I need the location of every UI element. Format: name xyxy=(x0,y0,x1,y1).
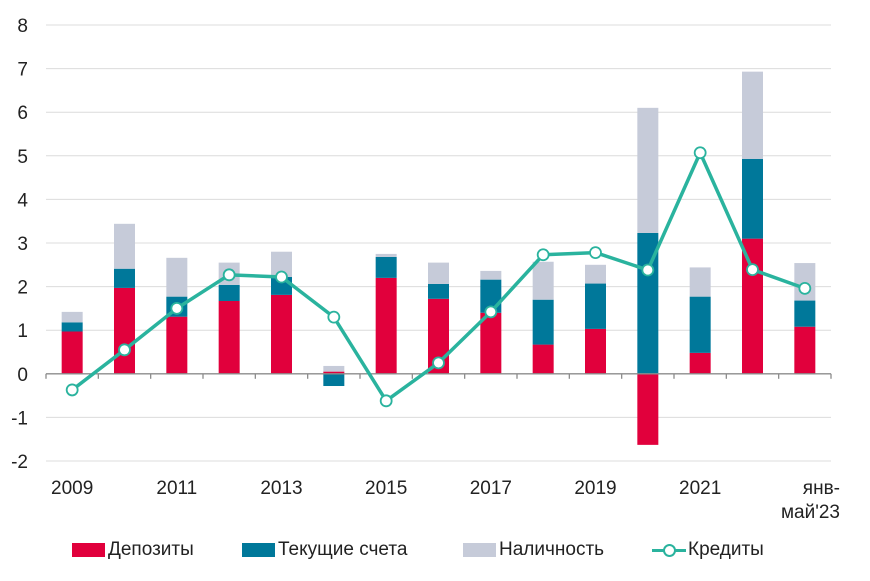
legend-label-loans: Кредиты xyxy=(688,539,764,560)
x-axis xyxy=(45,373,832,379)
x-tick-label: 2009 xyxy=(51,478,93,499)
bars xyxy=(61,71,816,445)
bar-cash xyxy=(532,261,554,300)
bar-current-accounts xyxy=(428,283,449,299)
bar-deposits xyxy=(689,352,711,374)
legend-item-current-accounts: Текущие счета xyxy=(242,539,407,561)
bar-deposits xyxy=(61,331,83,374)
y-tick-label: 4 xyxy=(17,190,28,211)
x-tick-label: 2013 xyxy=(260,478,302,499)
loans-point xyxy=(536,248,550,262)
bar-deposits xyxy=(532,344,554,374)
bar-cash xyxy=(375,253,397,257)
x-tick-label: янв- xyxy=(803,478,840,499)
loans-line xyxy=(65,146,812,408)
loans-point xyxy=(222,268,236,282)
bar-deposits xyxy=(114,287,135,374)
bar-cash xyxy=(637,107,659,233)
bar-cash xyxy=(480,270,502,280)
x-tick-label: май'23 xyxy=(781,502,840,523)
bar-current-accounts xyxy=(585,283,606,329)
y-tick-label: 6 xyxy=(17,103,28,124)
gridlines xyxy=(46,24,831,462)
x-tick-label: 2019 xyxy=(574,478,616,499)
y-tick-label: -1 xyxy=(11,408,28,429)
bar-cash xyxy=(61,311,83,323)
x-tick-label: 2021 xyxy=(679,478,721,499)
bar-deposits xyxy=(585,328,606,374)
bar-current-accounts xyxy=(794,300,816,327)
bar-deposits xyxy=(271,294,292,374)
legend-swatch-deposits xyxy=(72,543,105,557)
bar-current-accounts xyxy=(218,284,240,301)
loans-point xyxy=(641,263,655,277)
legend: Депозиты Текущие счета Наличность Кредит… xyxy=(0,536,870,564)
legend-swatch-cash xyxy=(463,543,496,557)
bar-cash xyxy=(166,257,188,297)
loans-point xyxy=(484,305,498,319)
x-tick-label: 2011 xyxy=(156,478,197,499)
bar-current-accounts xyxy=(375,256,397,278)
y-axis-ticks: 8 7 6 5 4 3 2 1 0 -1 -2 xyxy=(11,16,28,473)
bar-current-accounts xyxy=(532,299,554,345)
bar-cash xyxy=(271,251,292,278)
bar-deposits xyxy=(428,298,449,374)
bar-deposits xyxy=(218,300,240,374)
bar-deposits xyxy=(742,238,763,374)
legend-swatch-current-accounts xyxy=(242,543,275,557)
y-tick-label: -2 xyxy=(11,452,28,473)
bar-deposits xyxy=(794,326,816,374)
y-tick-label: 0 xyxy=(17,365,28,386)
loans-point xyxy=(118,343,131,357)
loans-point xyxy=(798,281,812,295)
y-tick-label: 8 xyxy=(17,16,28,37)
y-tick-label: 1 xyxy=(17,321,28,342)
loans-point xyxy=(327,310,341,324)
bar-cash xyxy=(794,263,816,301)
legend-label-current-accounts: Текущие счета xyxy=(278,539,408,560)
y-tick-label: 5 xyxy=(17,147,28,168)
bar-cash xyxy=(114,223,135,269)
loans-point xyxy=(379,394,393,408)
bar-cash xyxy=(585,264,606,284)
x-tick-label: 2015 xyxy=(365,478,407,499)
loans-point xyxy=(275,270,288,284)
legend-label-deposits: Депозиты xyxy=(108,539,194,560)
bar-deposits xyxy=(375,277,397,374)
bar-current-accounts xyxy=(114,268,135,288)
y-tick-label: 3 xyxy=(17,234,28,255)
loans-point xyxy=(693,146,707,160)
y-tick-label: 2 xyxy=(17,278,28,299)
loans-point xyxy=(589,246,602,259)
bar-cash xyxy=(742,71,763,159)
bar-deposits xyxy=(480,312,502,374)
legend-item-loans: Кредиты xyxy=(652,539,764,561)
y-tick-label: 7 xyxy=(17,60,28,81)
loans-point xyxy=(65,383,79,397)
x-axis-ticks: 2009 2011 2013 2015 2017 2019 2021 янв-май'23 xyxy=(51,478,840,523)
bar-deposits xyxy=(637,373,659,445)
loans-point xyxy=(746,263,759,276)
legend-swatch-loans xyxy=(652,543,686,557)
bar-cash xyxy=(689,267,711,297)
legend-label-cash: Наличность xyxy=(499,539,605,560)
bar-current-accounts xyxy=(742,158,763,239)
bar-cash xyxy=(428,262,449,284)
bar-current-accounts xyxy=(323,373,345,387)
bar-current-accounts xyxy=(61,322,83,332)
x-tick-label: 2017 xyxy=(470,478,512,499)
bar-deposits xyxy=(323,371,345,374)
bar-deposits xyxy=(166,316,188,374)
bar-cash xyxy=(323,365,345,372)
legend-item-cash: Наличность xyxy=(463,539,604,561)
loans-point xyxy=(432,356,445,370)
loans-point xyxy=(170,301,184,315)
bar-current-accounts xyxy=(689,296,711,353)
legend-item-deposits: Депозиты xyxy=(72,539,194,561)
